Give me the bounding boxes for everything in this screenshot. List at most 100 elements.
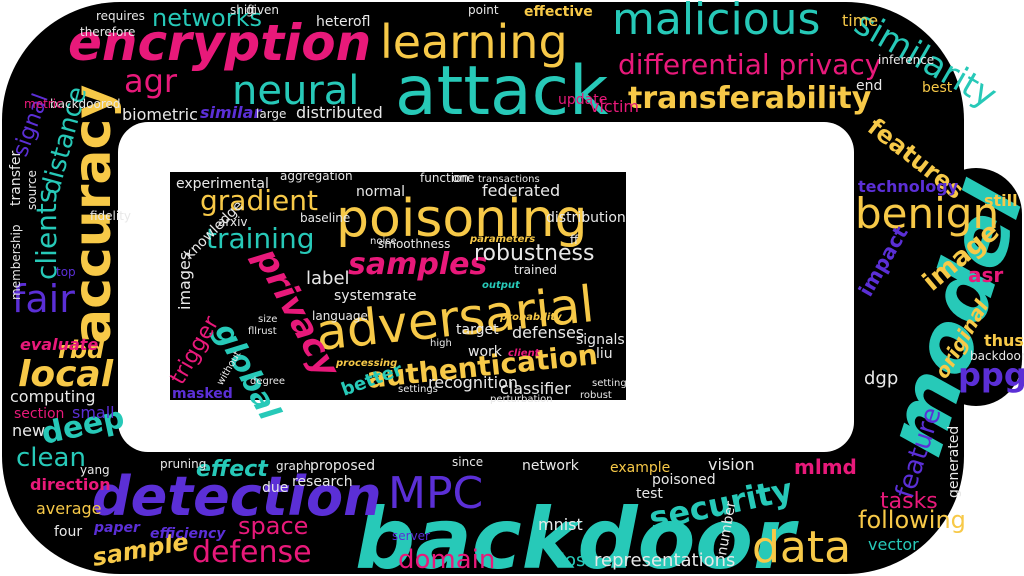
word-new: new <box>12 421 45 440</box>
word-output: output <box>482 280 521 291</box>
word-generated: generated <box>946 426 962 498</box>
word-federated: federated <box>482 181 560 200</box>
word-fllrust: fllrust <box>248 326 277 337</box>
word-target: target <box>456 322 499 338</box>
word-networks: networks <box>152 4 262 32</box>
word-point: point <box>468 3 499 17</box>
word-therefore: therefore <box>80 25 135 39</box>
word-effect: effect <box>196 457 269 482</box>
word-backdoors: backdoors <box>970 349 1024 363</box>
word-tasks: tasks <box>880 489 938 514</box>
word-processing: processing <box>335 358 397 369</box>
word-given: given <box>246 3 279 17</box>
word-clients: clients <box>30 189 63 281</box>
word-poisoned: poisoned <box>652 472 716 488</box>
word-robust: robust <box>580 390 612 401</box>
word-rate: rate <box>388 288 416 304</box>
word-aggregation: aggregation <box>280 169 353 183</box>
word-images: images <box>175 252 194 310</box>
word-best: best <box>922 80 953 96</box>
word-proposed: proposed <box>310 458 375 474</box>
word-similar: similar <box>200 103 262 122</box>
word-small: small <box>72 403 115 422</box>
word-work: work <box>468 344 503 360</box>
word-robustness: robustness <box>474 241 594 266</box>
word-defense: defense <box>192 535 312 570</box>
word-shift: shift <box>230 3 256 17</box>
word-example: example <box>610 460 670 476</box>
word-test: test <box>636 486 663 502</box>
word-four: four <box>54 524 82 540</box>
word-probability: probability <box>499 312 562 323</box>
word-attack: attack <box>395 52 609 131</box>
word-yang: yang <box>80 463 110 477</box>
word-technology: technology <box>858 177 959 196</box>
word-classifier: classifier <box>500 379 571 398</box>
word-metric: metric <box>24 97 63 111</box>
word-systems: systems <box>334 288 392 304</box>
word-degree: degree <box>250 376 285 387</box>
word-experimental: experimental <box>176 176 269 192</box>
word-section: section <box>14 406 64 422</box>
word-network: network <box>522 458 580 474</box>
word-function: function <box>420 171 469 185</box>
word-one: one <box>452 171 474 185</box>
word-requires: requires <box>96 9 145 23</box>
word-encryption: encryption <box>68 14 371 72</box>
word-benign: benign <box>855 189 999 238</box>
word-asr: asr <box>968 263 1003 287</box>
word-space: space <box>238 512 308 540</box>
word-vector: vector <box>868 535 919 554</box>
word-rbd: rbd <box>58 336 105 364</box>
word-mnist: mnist <box>538 515 583 534</box>
word-pruning: pruning <box>160 457 206 471</box>
word-representations: representations <box>594 550 735 571</box>
word-update: update <box>558 92 607 108</box>
word-accuracy: accuracy <box>63 85 123 344</box>
word-large: large <box>256 107 286 121</box>
word-paper: paper <box>93 520 141 536</box>
word-backdoored: backdoored <box>50 97 121 111</box>
word-poisoning: poisoning <box>336 189 588 249</box>
word-transfer: transfer <box>8 150 24 206</box>
word-mlmd: mlmd <box>794 455 857 479</box>
word-biometric: biometric <box>122 105 198 124</box>
word-top: top <box>56 265 76 279</box>
word-masked: masked <box>172 386 233 402</box>
word-direction: direction <box>30 475 111 494</box>
word-average: average <box>36 499 102 518</box>
word-loss: loss <box>560 550 595 571</box>
word-language: language <box>312 309 368 323</box>
word-arxiv: arxiv <box>218 215 248 229</box>
word-victim: victim <box>590 97 639 116</box>
word-liu: liu <box>596 346 613 362</box>
word-label: label <box>306 268 350 289</box>
word-dgp: dgp <box>864 368 898 389</box>
word-smoothness: smoothness <box>378 237 450 251</box>
word-detection: detection <box>92 465 382 528</box>
word-mpc: MPC <box>388 468 483 519</box>
word-due: due <box>262 480 288 496</box>
word-vision: vision <box>708 455 755 474</box>
word-client: client <box>508 348 541 359</box>
word-research: research <box>292 474 353 490</box>
word-recognition: recognition <box>428 373 518 392</box>
word-clean: clean <box>16 443 86 473</box>
word-training: training <box>206 222 314 255</box>
word-high: high <box>430 338 452 349</box>
word-membership: membership <box>9 224 23 300</box>
word-fair: fair <box>12 277 75 321</box>
word-defenses: defenses <box>512 323 584 342</box>
word-end: end <box>856 78 882 94</box>
word-inference: inference <box>878 53 934 67</box>
word-transactions: transactions <box>478 174 540 185</box>
word-parameters: parameters <box>469 234 535 245</box>
word-thus: thus <box>984 331 1024 350</box>
word-source: source <box>25 170 39 210</box>
word-ff: ff <box>570 233 579 247</box>
word-effective: effective <box>524 4 593 20</box>
word-still: still <box>984 191 1018 210</box>
word-neural: neural <box>232 68 359 114</box>
